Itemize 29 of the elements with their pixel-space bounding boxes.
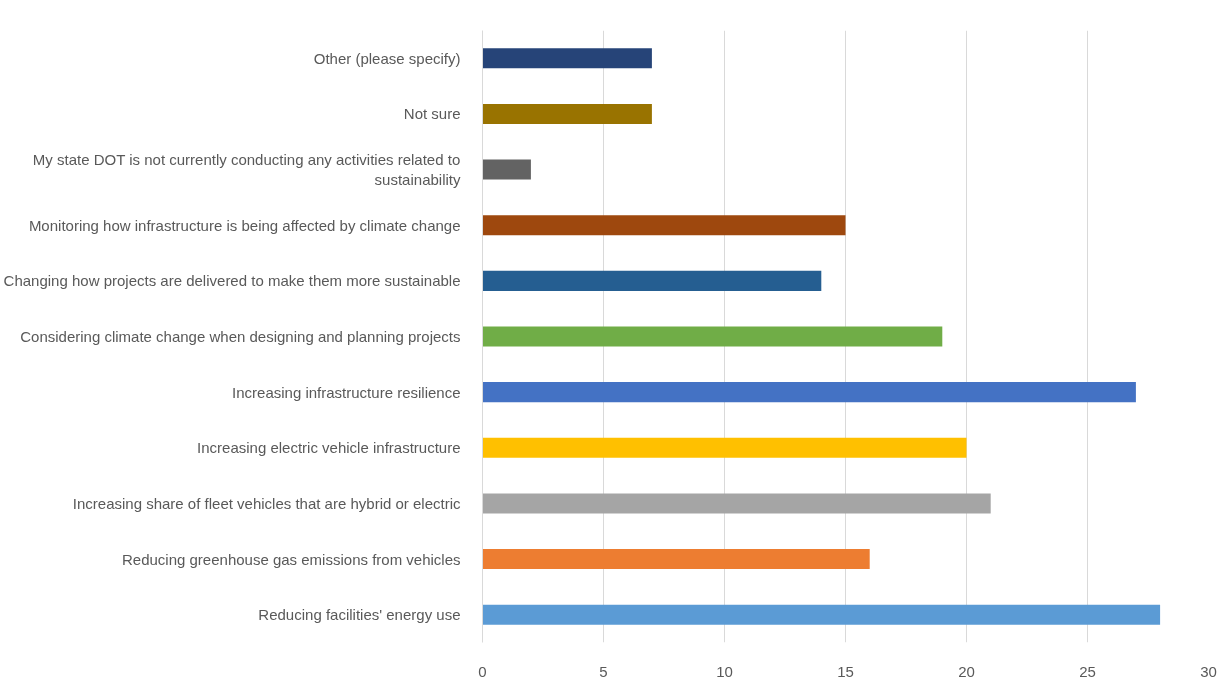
- x-tick-label: 15: [837, 662, 854, 679]
- y-tick-label: Increasing electric vehicle infrastructure: [197, 439, 461, 457]
- bar: [482, 215, 846, 236]
- bar: [482, 326, 943, 347]
- bar: [482, 604, 1161, 625]
- bar: [482, 437, 967, 458]
- bar: [482, 103, 652, 124]
- y-tick-label: Increasing share of fleet vehicles that are hybrid or electric: [72, 494, 461, 512]
- y-tick-label: Reducing facilities' energy use: [258, 606, 461, 624]
- y-tick-label: Monitoring how infrastructure is being affected by climate change: [28, 216, 461, 234]
- x-tick-label: 30: [1200, 662, 1217, 679]
- y-tick-label: Changing how projects are delivered to make them more sustainable: [3, 272, 461, 290]
- y-tick-label: Considering climate change when designing and planning projects: [20, 328, 461, 345]
- x-tick-label: 0: [478, 662, 487, 679]
- y-tick-label: Reducing greenhouse gas emissions from vehicles: [121, 550, 461, 568]
- bar: [482, 159, 531, 180]
- x-tick-label: 25: [1079, 662, 1096, 679]
- bar: [482, 549, 870, 570]
- bar: [482, 270, 822, 291]
- x-tick-label: 10: [716, 662, 733, 679]
- y-tick-label: Increasing infrastructure resilience: [232, 383, 461, 401]
- x-tick-label: 5: [599, 662, 608, 679]
- bar: [482, 382, 1136, 403]
- x-tick-label: 20: [958, 662, 975, 679]
- y-tick-label: Not sure: [403, 105, 461, 123]
- y-tick-label: My state DOT is not currently conducting any activities related to sustainability: [32, 150, 461, 189]
- bar: [482, 48, 652, 69]
- bar: [482, 493, 991, 514]
- y-tick-label: Other (please specify): [313, 49, 461, 67]
